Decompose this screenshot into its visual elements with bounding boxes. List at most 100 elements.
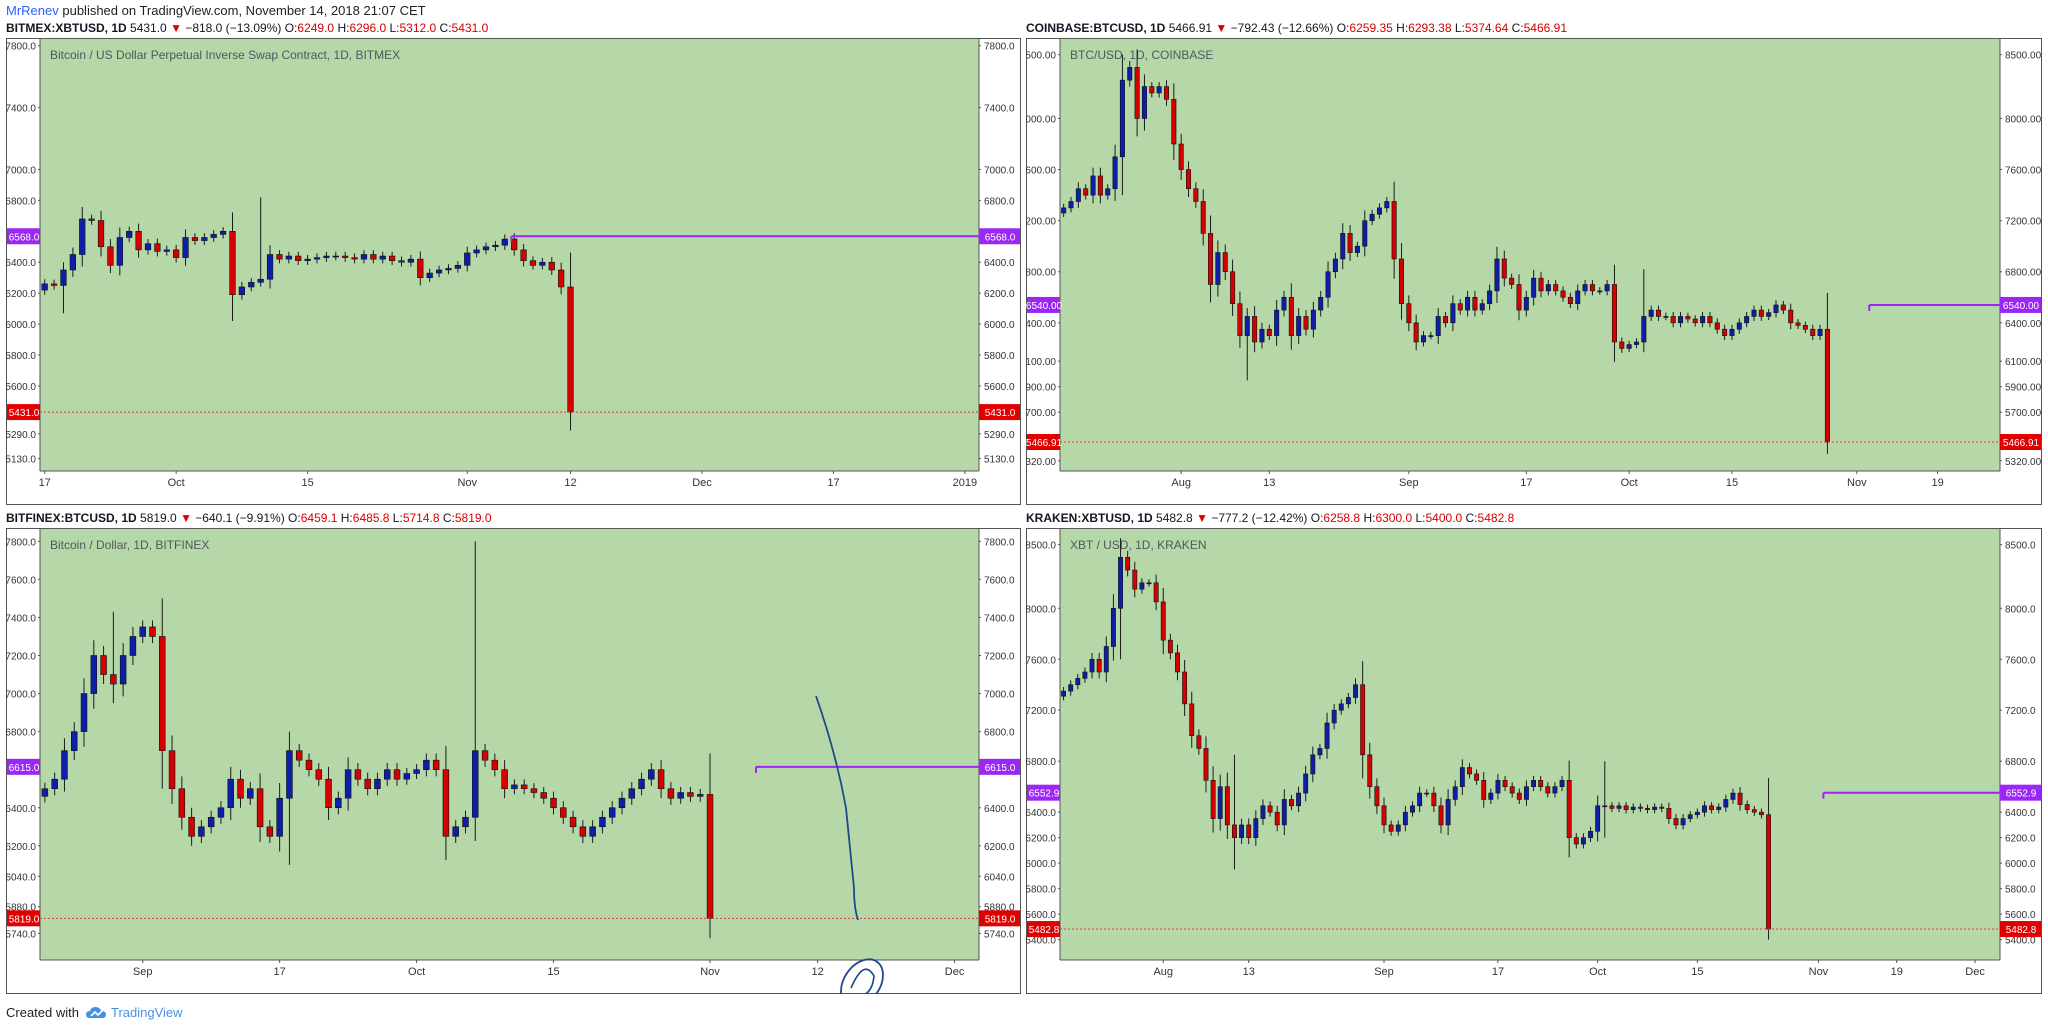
level-price-label-right: 6615.0 [985,763,1016,774]
candle-down [1611,284,1617,343]
candle-up [1089,658,1095,673]
x-tick-label: 2019 [953,477,977,489]
candle-up [1068,684,1074,692]
candle-up [1580,837,1586,845]
chart-bitfinex[interactable]: Bitcoin / Dollar, 1D, BITFINEX 5740.0 5740… [6,528,1021,994]
last-price-tag-right [979,404,1020,421]
y-tick-label-left: 6400.0 [6,258,36,269]
y-tick-label-left: 5290.0 [6,430,36,441]
author-link[interactable]: MrRenev [6,3,59,18]
x-tick-label: 19 [1891,966,1903,978]
y-tick-label-right: 8000.0 [2005,604,2036,615]
x-tick-label: 19 [1931,477,1943,489]
candle-up [344,769,352,799]
candle-down [1406,303,1412,324]
candle-down [567,286,574,413]
candle-up [210,234,217,238]
candle-up [1488,792,1494,800]
candle-down [1096,658,1102,673]
candle-up [1110,607,1116,647]
y-tick-label-right: 7000.0 [984,165,1015,176]
candle-up [1716,806,1722,810]
candle-down [295,255,302,261]
y-tick-label-right: 5130.0 [984,455,1015,466]
y-tick-label-left: 6800.00 [1026,268,1056,279]
candle-down [1237,303,1243,336]
level-price-tag-right [2000,784,2041,801]
chart-coinbase[interactable]: BTC/USD, 1D, COINBASE5320.005320.005500.… [1026,38,2042,505]
candle-up [1630,806,1636,810]
candle-down [520,249,527,261]
candle-down [1374,786,1380,807]
candle-up [248,282,255,288]
candle-up [1736,322,1742,330]
candle-down [1288,296,1294,336]
candle-up [1253,818,1259,838]
candle-up [1146,582,1152,585]
candle-up [539,261,546,266]
candle-up [266,254,274,280]
candle-down [1224,786,1230,826]
x-tick-label: 12 [811,966,823,978]
x-tick-label: 15 [1691,966,1703,978]
candle-down [1802,325,1808,330]
chart-kraken[interactable]: XBT / USD, 1D, KRAKEN 5400.0 5400.0 5600.0 5… [1026,528,2042,994]
y-tick-label-right: 5880.0 [984,903,1015,914]
candle-up [511,784,518,790]
candle-up [219,231,227,235]
candle-down [1232,824,1237,838]
candle-up [1524,786,1529,800]
level-price-tag-right [2000,296,2041,313]
chart-bitmex[interactable]: Bitcoin / US Dollar Perpetual Inverse Sw… [6,38,1021,505]
close-value: 5819.0 [454,511,492,525]
chart-title: BTC/USD, 1D, COINBASE [1070,48,1213,62]
candle-up [1061,207,1067,214]
x-tick-label: Oct [168,477,185,489]
tradingview-logo[interactable]: TradingView [85,1005,183,1020]
candle-down [1167,639,1173,654]
candle-down [1692,318,1698,324]
candle-up [1260,805,1266,819]
candle-up [1694,811,1700,816]
x-tick-label: Sep [1374,966,1394,978]
candle-up [1345,697,1351,705]
candle-down [569,816,577,828]
candle-up [71,731,78,751]
y-tick-label-left: 6200.0 [1026,834,1056,845]
candle-up [1103,646,1109,673]
y-tick-label-left: 5740.0 [6,929,36,940]
change-value: −640.1 (−9.91%) [195,511,285,525]
last-price: 5431.0 [130,21,167,35]
candle-down [579,826,587,837]
candle-down [1303,316,1309,330]
candle-down [550,797,557,809]
y-tick-label-right: 5740.0 [984,929,1015,940]
candle-down [1656,309,1662,317]
symbol-label: BITFINEX:BTCUSD, 1D [6,511,137,525]
candle-down [295,750,303,761]
level-price-label-right: 6552.9 [2006,789,2037,800]
candle-up [1766,312,1772,317]
candle-down [1516,284,1522,311]
candle-up [423,759,430,770]
symbol-label: COINBASE:BTCUSD, 1D [1026,21,1166,35]
x-tick-label: Dec [692,477,712,489]
high-value: 6296.0 [349,21,387,35]
y-tick-label-right: 7600.00 [2005,166,2042,177]
candle-down [1472,296,1478,311]
y-tick-label-right: 6400.00 [2005,319,2042,330]
candle-down [548,261,555,271]
last-price-label-right: 5819.0 [985,914,1016,925]
y-tick-label-left: 7800.0 [6,537,36,548]
candle-down [370,254,377,260]
candle-up [1119,79,1125,158]
candle-down [1502,780,1508,787]
y-tick-label-left: 7800.0 [6,42,36,53]
candle-up [238,286,246,296]
candle-up [80,693,88,732]
y-tick-label-left: 8000.00 [1026,114,1056,125]
candle-up [1773,304,1779,313]
footer: Created with TradingView [6,1005,183,1020]
candle-down [1182,671,1188,705]
candle-up [1700,316,1706,324]
